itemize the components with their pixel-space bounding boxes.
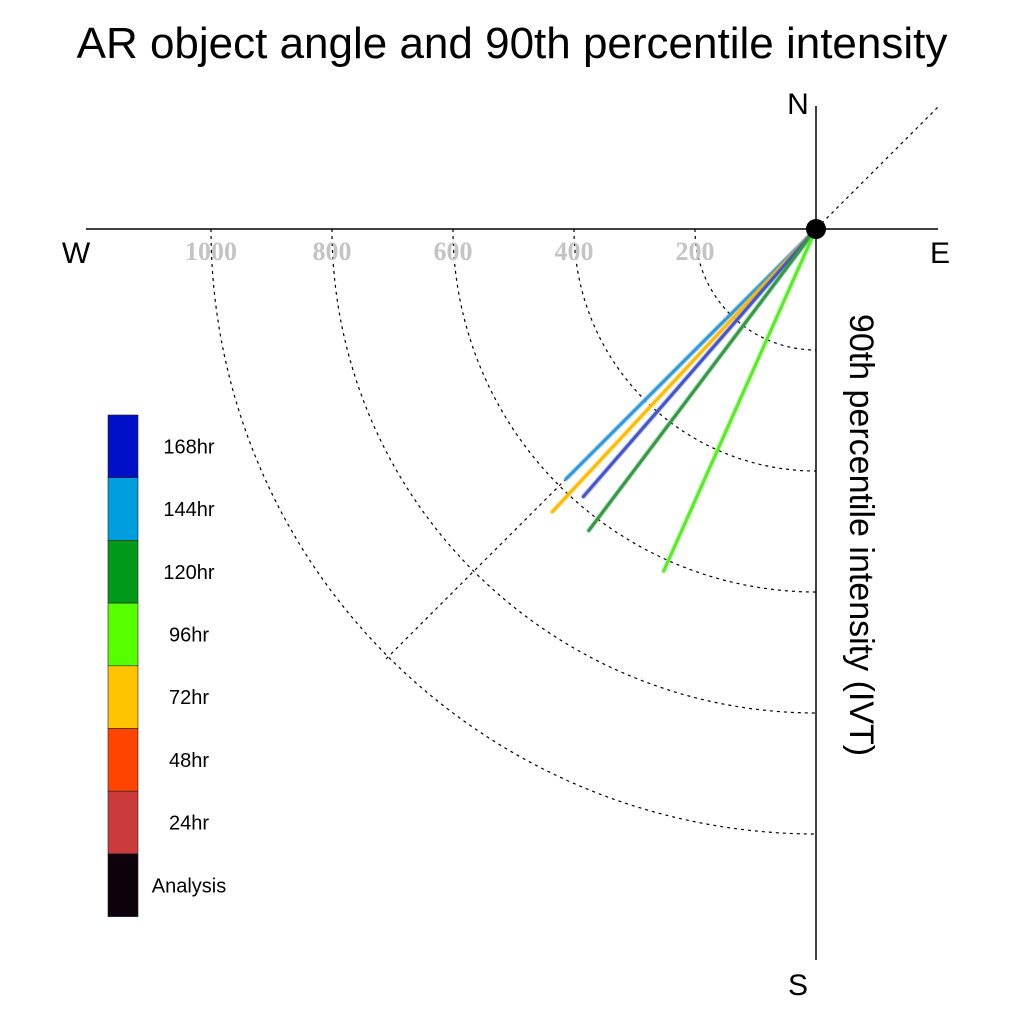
legend-label-48hr: 48hr: [169, 750, 209, 772]
compass-east-label: E: [930, 237, 950, 270]
legend-label-120hr: 120hr: [163, 562, 214, 584]
radial-tick-labels: 200 400 600 800 1000: [185, 237, 715, 266]
radial-tick-label-1000: 1000: [185, 237, 237, 266]
radial-axis-label: 90th percentile intensity (IVT): [842, 314, 880, 756]
legend-label-analysis: Analysis: [152, 875, 226, 897]
legend-label-168hr: 168hr: [163, 436, 214, 458]
legend-swatch-48hr: [107, 728, 139, 792]
series-line-120hr: [587, 227, 818, 533]
compass-south-label: S: [788, 969, 808, 1002]
origin-marker: [806, 219, 826, 239]
diagonal-reference-line: [385, 104, 941, 660]
chart-title: AR object angle and 90th percentile inte…: [77, 19, 948, 68]
legend-swatch-72hr: [107, 665, 139, 729]
legend-label-72hr: 72hr: [169, 687, 209, 709]
radial-tick-label-800: 800: [313, 237, 352, 266]
compass-west-label: W: [62, 237, 91, 270]
series-line-144hr: [564, 227, 818, 481]
series-line-96hr: [662, 227, 818, 573]
series-lines: [549, 226, 819, 574]
legend-swatch-24hr: [107, 790, 139, 855]
legend-swatch-120hr: [107, 540, 139, 604]
legend-swatch-96hr: [107, 602, 139, 667]
legend-label-24hr: 24hr: [169, 813, 209, 835]
range-ring-800: [331, 228, 817, 714]
legend-swatch-168hr: [107, 414, 139, 479]
series-line-168hr: [581, 227, 818, 499]
legend-swatch-analysis: [107, 853, 139, 917]
legend-swatch-144hr: [107, 477, 139, 541]
series-line-72hr: [550, 227, 818, 514]
color-legend: 168hr 144hr 120hr 96hr 72hr 48hr 24hr Analysis: [107, 414, 226, 917]
legend-label-144hr: 144hr: [163, 499, 214, 521]
radial-tick-label-400: 400: [555, 237, 594, 266]
radial-tick-label-200: 200: [676, 237, 715, 266]
radial-tick-label-600: 600: [434, 237, 473, 266]
legend-label-96hr: 96hr: [169, 624, 209, 646]
range-ring-600: [452, 228, 817, 593]
range-ring-1000: [210, 228, 817, 835]
compass-north-label: N: [787, 88, 809, 121]
